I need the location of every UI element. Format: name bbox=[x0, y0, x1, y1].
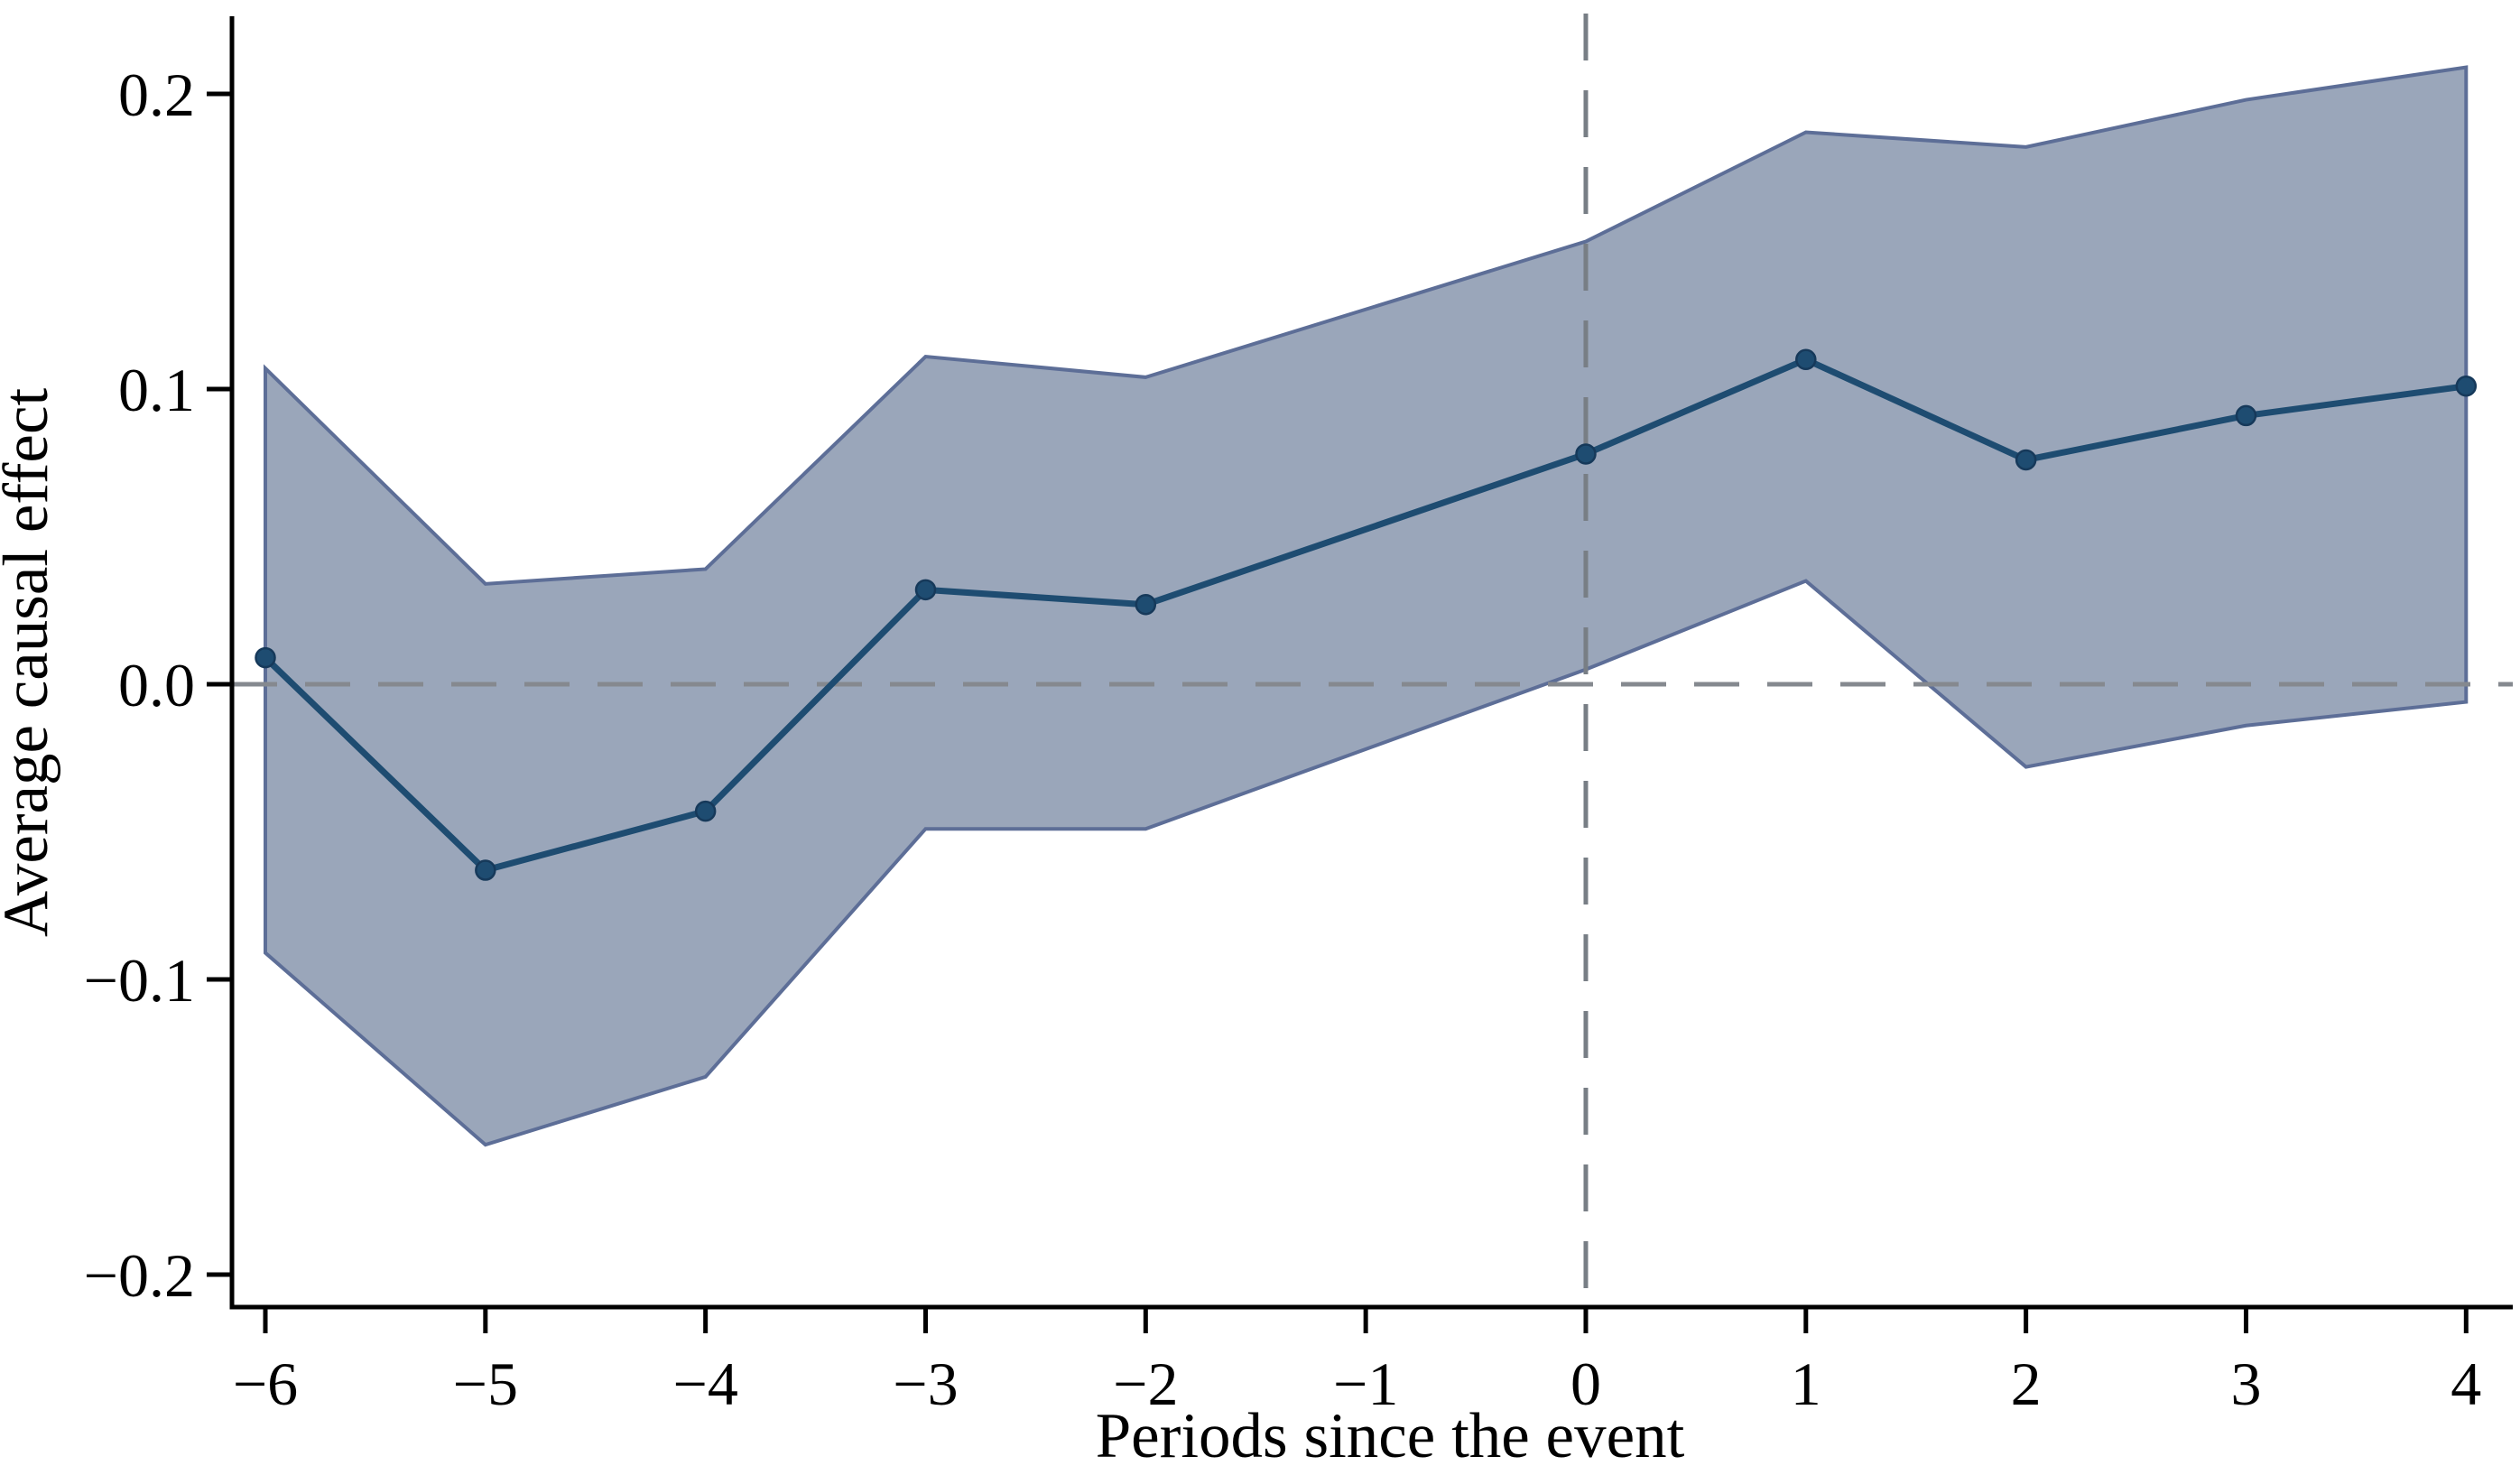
x-axis-title: Periods since the event bbox=[1096, 1401, 1685, 1471]
x-tick-label: 1 bbox=[1791, 1350, 1821, 1418]
x-tick-label: −5 bbox=[453, 1350, 518, 1418]
reference-lines-layer bbox=[232, 14, 2513, 1307]
data-point-marker bbox=[914, 579, 937, 601]
x-tick-label: −4 bbox=[672, 1350, 737, 1418]
x-tick-label: 2 bbox=[2011, 1350, 2042, 1418]
data-point-marker bbox=[1795, 348, 1817, 371]
x-tick-label: 0 bbox=[1570, 1350, 1601, 1418]
y-axis-ticks: 0.2 0.1 0.0 −0.1 −0.2 bbox=[84, 60, 232, 1310]
estimate-line bbox=[263, 356, 2467, 874]
x-tick-label: −1 bbox=[1333, 1350, 1398, 1418]
data-point-marker bbox=[694, 800, 717, 822]
axes-layer: 0.2 0.1 0.0 −0.1 −0.2 −6 −5 −4 −3 −2 −1 0 1 2 3 4 bbox=[84, 16, 2513, 1418]
x-tick-label: −6 bbox=[233, 1350, 298, 1418]
x-tick-label: −2 bbox=[1113, 1350, 1178, 1418]
x-axis-ticks: −6 −5 −4 −3 −2 −1 0 1 2 3 4 bbox=[233, 1307, 2481, 1418]
y-tick-label: −0.1 bbox=[84, 946, 195, 1015]
y-tick-label: −0.2 bbox=[84, 1241, 195, 1310]
y-tick-label: 0.0 bbox=[118, 651, 195, 719]
x-tick-label: −3 bbox=[893, 1350, 958, 1418]
y-tick-label: 0.2 bbox=[118, 60, 195, 129]
data-point-marker bbox=[2015, 449, 2037, 471]
data-point-marker bbox=[2235, 404, 2257, 427]
data-point-marker bbox=[1135, 593, 1157, 616]
data-point-marker bbox=[2455, 375, 2478, 397]
data-point-marker bbox=[1575, 443, 1597, 465]
series-layer bbox=[255, 348, 2478, 881]
y-tick-label: 0.1 bbox=[118, 356, 195, 424]
y-axis-title: Average causal effect bbox=[0, 388, 61, 938]
confidence-band bbox=[264, 65, 2469, 1147]
data-point-marker bbox=[255, 646, 276, 669]
x-tick-label: 4 bbox=[2451, 1350, 2481, 1418]
x-tick-label: 3 bbox=[2230, 1350, 2261, 1418]
confidence-band-layer bbox=[264, 65, 2469, 1147]
data-point-marker bbox=[475, 859, 496, 881]
